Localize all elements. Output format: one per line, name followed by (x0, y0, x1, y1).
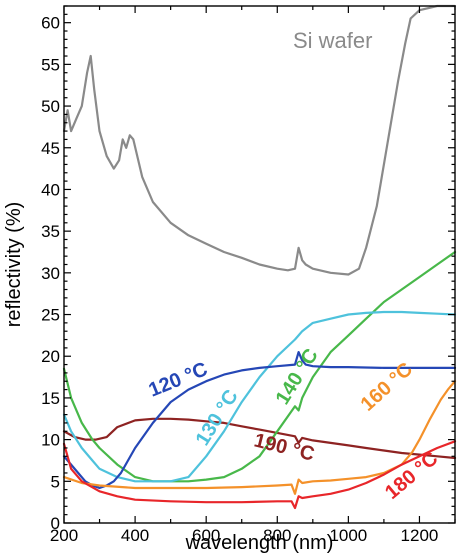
series-label-si-wafer: Si wafer (293, 28, 372, 53)
x-tick-label: 1000 (329, 526, 367, 545)
x-tick-label: 400 (121, 526, 149, 545)
y-tick-label: 60 (41, 14, 60, 33)
y-tick-label: 0 (51, 514, 60, 533)
x-tick-label: 800 (263, 526, 291, 545)
y-tick-label: 15 (41, 389, 60, 408)
y-tick-label: 55 (41, 55, 60, 74)
y-axis-title: reflectivity (%) (3, 202, 25, 328)
series-line-130-c (62, 310, 457, 483)
y-tick-label: 10 (41, 431, 60, 450)
series-line-180-c (62, 440, 457, 510)
y-tick-label: 30 (41, 264, 60, 283)
series-line-si-wafer (62, 4, 457, 276)
series-line-160-c (62, 380, 457, 495)
y-tick-label: 50 (41, 97, 60, 116)
x-tick-label: 600 (192, 526, 220, 545)
y-tick-label: 20 (41, 347, 60, 366)
y-tick-label: 5 (51, 472, 60, 491)
series-line-140-c (62, 250, 457, 483)
y-tick-label: 25 (41, 306, 60, 325)
x-tick-label: 200 (50, 526, 78, 545)
series-line-190-c (62, 417, 457, 460)
series-line-120-c (62, 351, 457, 490)
series-label-120-c: 120 °C (146, 358, 211, 401)
y-tick-label: 40 (41, 180, 60, 199)
y-tick-label: 35 (41, 222, 60, 241)
x-tick-label: 1200 (401, 526, 439, 545)
series-label-180-c: 180 °C (381, 448, 442, 504)
axes-group: 200 400 600 800 1000 1200 0 5 10 15 20 25 30 35 40 45 50… (41, 5, 456, 545)
series-group (62, 4, 457, 510)
y-tick-label: 45 (41, 139, 60, 158)
x-axis-title: wavelength (nm) (185, 532, 334, 554)
